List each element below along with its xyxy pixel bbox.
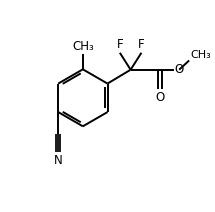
Text: F: F (138, 38, 145, 51)
Text: CH₃: CH₃ (72, 40, 94, 53)
Text: N: N (54, 154, 63, 167)
Text: F: F (117, 38, 123, 51)
Text: CH₃: CH₃ (190, 50, 211, 60)
Text: O: O (155, 91, 164, 103)
Text: O: O (175, 63, 184, 76)
